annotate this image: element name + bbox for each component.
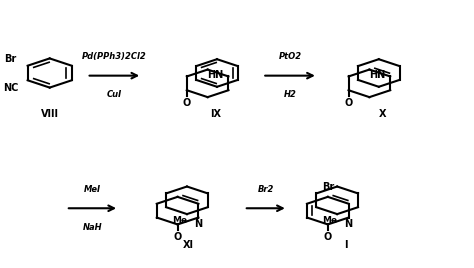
Text: I: I <box>344 240 347 250</box>
Text: NaH: NaH <box>82 223 102 232</box>
Text: N: N <box>194 219 202 229</box>
Text: VIII: VIII <box>41 109 59 119</box>
Text: HN: HN <box>369 70 386 80</box>
Text: NC: NC <box>3 83 18 93</box>
Text: O: O <box>173 232 182 242</box>
Text: PtO2: PtO2 <box>278 52 301 61</box>
Text: MeI: MeI <box>84 185 101 194</box>
Text: Br: Br <box>322 181 334 192</box>
Text: X: X <box>379 109 386 119</box>
Text: XI: XI <box>183 240 194 250</box>
Text: O: O <box>345 98 353 108</box>
Text: Me: Me <box>322 216 337 225</box>
Text: IX: IX <box>210 109 221 119</box>
Text: Pd(PPh3)2Cl2: Pd(PPh3)2Cl2 <box>82 52 147 61</box>
Text: HN: HN <box>208 70 224 80</box>
Text: CuI: CuI <box>107 90 122 99</box>
Text: Br2: Br2 <box>257 185 274 194</box>
Text: H2: H2 <box>283 90 296 99</box>
Text: N: N <box>345 219 353 229</box>
Text: Br: Br <box>4 54 16 64</box>
Text: O: O <box>324 232 332 242</box>
Text: O: O <box>182 98 191 108</box>
Text: Me: Me <box>172 216 187 225</box>
